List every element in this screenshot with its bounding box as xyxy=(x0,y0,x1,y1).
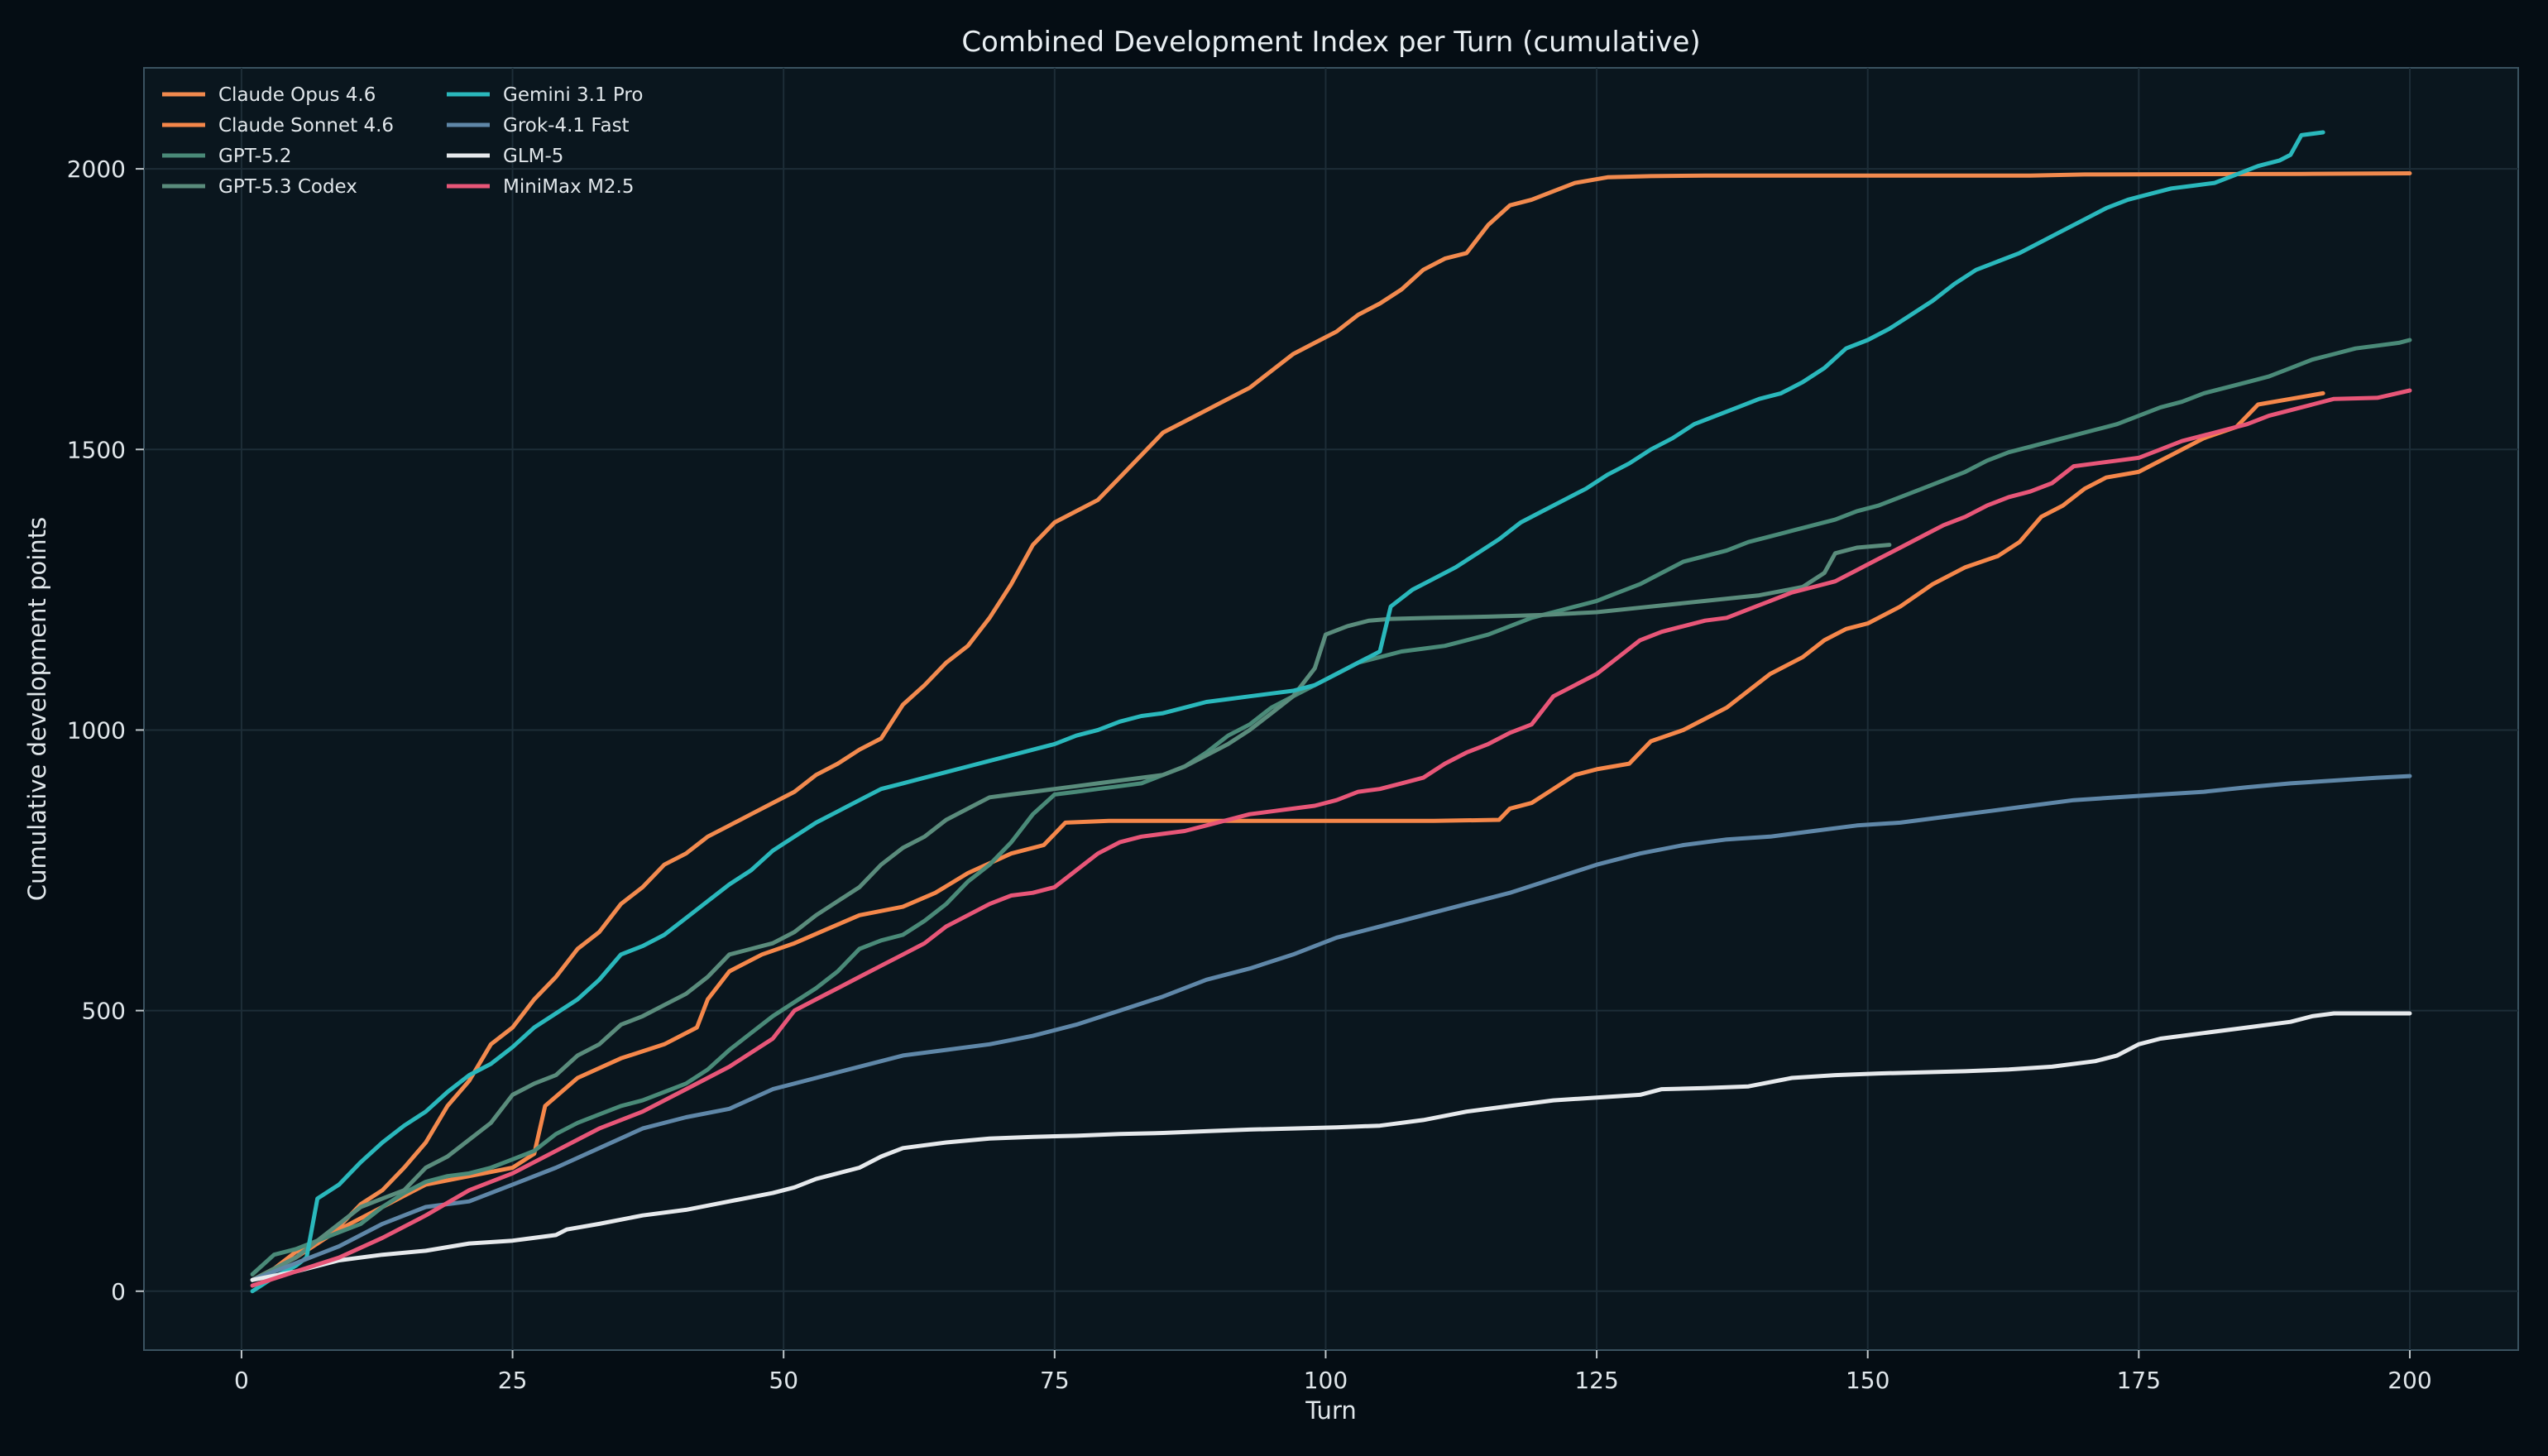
legend-label: Claude Sonnet 4.6 xyxy=(218,115,394,136)
x-tick-label: 50 xyxy=(769,1367,798,1394)
legend: Claude Opus 4.6 Claude Sonnet 4.6 GPT-5.2 G… xyxy=(162,84,643,198)
x-axis-label: Turn xyxy=(1305,1396,1356,1425)
series-line xyxy=(250,171,2412,1282)
legend-label: Gemini 3.1 Pro xyxy=(503,84,643,106)
x-tick-label: 200 xyxy=(2388,1367,2431,1394)
y-tick-label: 0 xyxy=(111,1278,126,1305)
x-tick-label: 25 xyxy=(498,1367,528,1394)
y-tick-label: 500 xyxy=(82,998,126,1025)
series-line xyxy=(250,774,2412,1282)
legend-label: GPT-5.2 xyxy=(218,146,292,167)
series-line xyxy=(250,390,2325,1282)
x-tick-label: 0 xyxy=(234,1367,249,1394)
y-tick-label: 1000 xyxy=(67,716,126,744)
series-line xyxy=(250,130,2325,1294)
y-axis-label: Cumulative development points xyxy=(23,517,51,901)
series-line xyxy=(250,388,2412,1288)
series-line xyxy=(250,543,1892,1282)
x-tick-label: 150 xyxy=(1846,1367,1889,1394)
y-tick-label: 1500 xyxy=(67,436,126,463)
x-tick-label: 100 xyxy=(1304,1367,1348,1394)
chart-title: Combined Development Index per Turn (cum… xyxy=(961,26,1700,59)
legend-label: GPT-5.3 Codex xyxy=(218,176,357,198)
x-tick-label: 75 xyxy=(1040,1367,1070,1394)
y-tick-label: 2000 xyxy=(67,156,126,183)
plot-area xyxy=(143,67,2519,1351)
x-tick-label: 175 xyxy=(2117,1367,2161,1394)
legend-label: Claude Opus 4.6 xyxy=(218,84,376,106)
grid-lines xyxy=(144,68,2518,1350)
series-lines xyxy=(250,130,2412,1294)
series-line xyxy=(250,1011,2412,1282)
x-tick-label: 125 xyxy=(1574,1367,1618,1394)
legend-label: GLM-5 xyxy=(503,146,563,167)
legend-label: Grok-4.1 Fast xyxy=(503,115,630,136)
legend-label: MiniMax M2.5 xyxy=(503,176,634,198)
